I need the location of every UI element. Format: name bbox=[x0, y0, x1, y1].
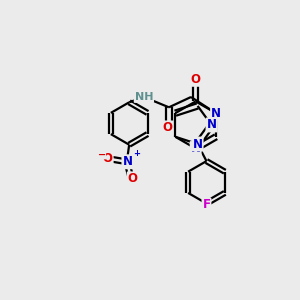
Text: O: O bbox=[190, 73, 201, 86]
Text: O: O bbox=[128, 172, 138, 185]
Text: N: N bbox=[206, 118, 217, 131]
Text: O: O bbox=[103, 152, 113, 165]
Text: N: N bbox=[122, 155, 132, 168]
Text: O: O bbox=[163, 122, 172, 134]
Text: N: N bbox=[190, 142, 201, 155]
Text: N: N bbox=[211, 107, 221, 120]
Text: F: F bbox=[202, 199, 211, 212]
Text: N: N bbox=[193, 137, 202, 151]
Text: −: − bbox=[98, 149, 106, 159]
Text: NH: NH bbox=[135, 92, 153, 102]
Text: +: + bbox=[133, 149, 140, 158]
